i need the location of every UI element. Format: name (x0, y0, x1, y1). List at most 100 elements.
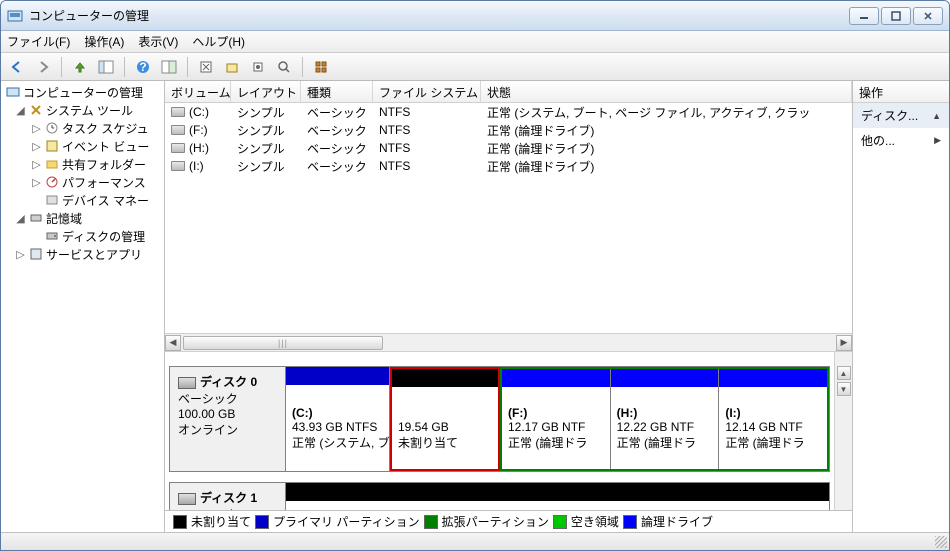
volume-icon (171, 125, 185, 135)
scroll-down-icon[interactable]: ▼ (837, 382, 851, 396)
minimize-button[interactable] (849, 7, 879, 25)
action-other[interactable]: 他の... ▶ (853, 128, 949, 153)
scroll-left-icon[interactable]: ◀ (165, 335, 181, 351)
extended-partition: (F:) 12.17 GB NTF 正常 (論理ドラ (H:) 12.22 GB… (500, 367, 829, 471)
partition-status: 正常 (論理ドラ (617, 434, 713, 451)
partition-stripe (392, 369, 498, 387)
tree-root[interactable]: コンピューターの管理 (1, 83, 164, 101)
tree-system-tools[interactable]: ◢ システム ツール (1, 101, 164, 119)
expand-icon[interactable]: ▷ (31, 158, 42, 171)
scrollbar-thumb[interactable]: ||| (183, 336, 383, 350)
scroll-up-icon[interactable]: ▲ (837, 366, 851, 380)
partition-legend: 未割り当て プライマリ パーティション 拡張パーティション 空き領域 論理ドライ… (165, 510, 852, 532)
vertical-scrollbar[interactable]: ▲ ▼ (834, 352, 852, 510)
disk-row-0[interactable]: ディスク 0 ベーシック 100.00 GB オンライン (C:) 43.93 … (169, 366, 830, 472)
back-button[interactable] (7, 57, 27, 77)
volume-icon (171, 107, 185, 117)
partition-status: 正常 (システム, ブ (292, 434, 383, 451)
volume-row[interactable]: (I:)シンプルベーシックNTFS正常 (論理ドライブ) (165, 157, 852, 175)
partition[interactable] (286, 483, 829, 510)
partition-size: 12.14 GB NTF (725, 420, 821, 434)
svg-text:?: ? (139, 60, 146, 74)
partition-status: 未割り当て (398, 434, 492, 451)
partition-label: (F:) (508, 406, 604, 420)
legend-swatch-primary (255, 515, 269, 529)
scroll-right-icon[interactable]: ▶ (836, 335, 852, 351)
folder-icon (44, 156, 60, 172)
tool-icon-3[interactable] (248, 57, 268, 77)
tools-icon (28, 102, 44, 118)
menu-help[interactable]: ヘルプ(H) (192, 33, 245, 50)
forward-button[interactable] (33, 57, 53, 77)
tool-icon-2[interactable] (222, 57, 242, 77)
refresh-button[interactable] (159, 57, 179, 77)
expand-icon[interactable]: ▷ (31, 122, 42, 135)
disk-title: ディスク 0 (200, 375, 257, 389)
volume-row[interactable]: (H:)シンプルベーシックNTFS正常 (論理ドライブ) (165, 139, 852, 157)
tree-event-viewer[interactable]: ▷ イベント ビュー (1, 137, 164, 155)
window-title: コンピューターの管理 (29, 7, 847, 24)
volume-row[interactable]: (F:)シンプルベーシックNTFS正常 (論理ドライブ) (165, 121, 852, 139)
volume-list: (C:)シンプルベーシックNTFS正常 (システム, ブート, ページ ファイル… (165, 103, 852, 175)
disk-state: オンライン (178, 421, 277, 438)
status-bar (1, 532, 949, 550)
partition-h[interactable]: (H:) 12.22 GB NTF 正常 (論理ドラ (611, 369, 720, 469)
disk-info: ディスク 1 ベーシック (170, 483, 286, 510)
col-type[interactable]: 種類 (301, 81, 373, 102)
disk-title: ディスク 1 (200, 491, 257, 505)
col-volume[interactable]: ボリューム (165, 81, 231, 102)
actions-header: 操作 (853, 81, 949, 103)
device-icon (44, 192, 60, 208)
app-icon (7, 8, 23, 24)
expand-icon[interactable]: ▷ (31, 140, 42, 153)
partition-unallocated[interactable]: 19.54 GB 未割り当て (390, 367, 500, 471)
tool-icon-1[interactable] (196, 57, 216, 77)
chevron-right-icon: ▶ (934, 135, 941, 146)
help-button[interactable]: ? (133, 57, 153, 77)
menu-file[interactable]: ファイル(F) (7, 33, 70, 50)
up-button[interactable] (70, 57, 90, 77)
horizontal-scrollbar[interactable]: ◀ ||| ▶ (165, 333, 852, 351)
clock-icon (44, 120, 60, 136)
menu-view[interactable]: 表示(V) (138, 33, 178, 50)
main-content: ボリューム レイアウト 種類 ファイル システム 状態 (C:)シンプルベーシッ… (165, 81, 853, 532)
legend-label: 未割り当て (191, 513, 251, 530)
tool-icon-4[interactable] (274, 57, 294, 77)
col-status[interactable]: 状態 (481, 81, 852, 102)
partition-size: 19.54 GB (398, 420, 492, 434)
partition-f[interactable]: (F:) 12.17 GB NTF 正常 (論理ドラ (502, 369, 611, 469)
volume-row[interactable]: (C:)シンプルベーシックNTFS正常 (システム, ブート, ページ ファイル… (165, 103, 852, 121)
partition-size: 12.17 GB NTF (508, 420, 604, 434)
expand-icon[interactable]: ▷ (31, 176, 42, 189)
partition-stripe (719, 369, 827, 387)
partition-size: 12.22 GB NTF (617, 420, 713, 434)
tree-disk-management[interactable]: ▷ ディスクの管理 (1, 227, 164, 245)
tool-icon-5[interactable] (311, 57, 331, 77)
col-filesystem[interactable]: ファイル システム (373, 81, 481, 102)
collapse-icon[interactable]: ◢ (15, 104, 26, 117)
volume-icon (171, 161, 185, 171)
legend-swatch-unallocated (173, 515, 187, 529)
action-disk[interactable]: ディスク... ▲ (853, 103, 949, 128)
partition-stripe (611, 369, 719, 387)
expand-icon[interactable]: ▷ (15, 248, 26, 261)
tree-services-apps[interactable]: ▷ サービスとアプリ (1, 245, 164, 263)
col-layout[interactable]: レイアウト (231, 81, 301, 102)
menu-action[interactable]: 操作(A) (84, 33, 124, 50)
disk-info: ディスク 0 ベーシック 100.00 GB オンライン (170, 367, 286, 471)
show-hide-tree-button[interactable] (96, 57, 116, 77)
maximize-button[interactable] (881, 7, 911, 25)
tree-shared-folders[interactable]: ▷ 共有フォルダー (1, 155, 164, 173)
collapse-icon[interactable]: ◢ (15, 212, 26, 225)
close-button[interactable] (913, 7, 943, 25)
tree-performance[interactable]: ▷ パフォーマンス (1, 173, 164, 191)
event-icon (44, 138, 60, 154)
disk-row-1[interactable]: ディスク 1 ベーシック (169, 482, 830, 510)
tree-device-manager[interactable]: ▷ デバイス マネー (1, 191, 164, 209)
partition-i[interactable]: (I:) 12.14 GB NTF 正常 (論理ドラ (719, 369, 827, 469)
tree-storage[interactable]: ◢ 記憶域 (1, 209, 164, 227)
partition-label: (C:) (292, 406, 383, 420)
disk-icon (44, 228, 60, 244)
partition-c[interactable]: (C:) 43.93 GB NTFS 正常 (システム, ブ (286, 367, 390, 471)
tree-task-scheduler[interactable]: ▷ タスク スケジュ (1, 119, 164, 137)
